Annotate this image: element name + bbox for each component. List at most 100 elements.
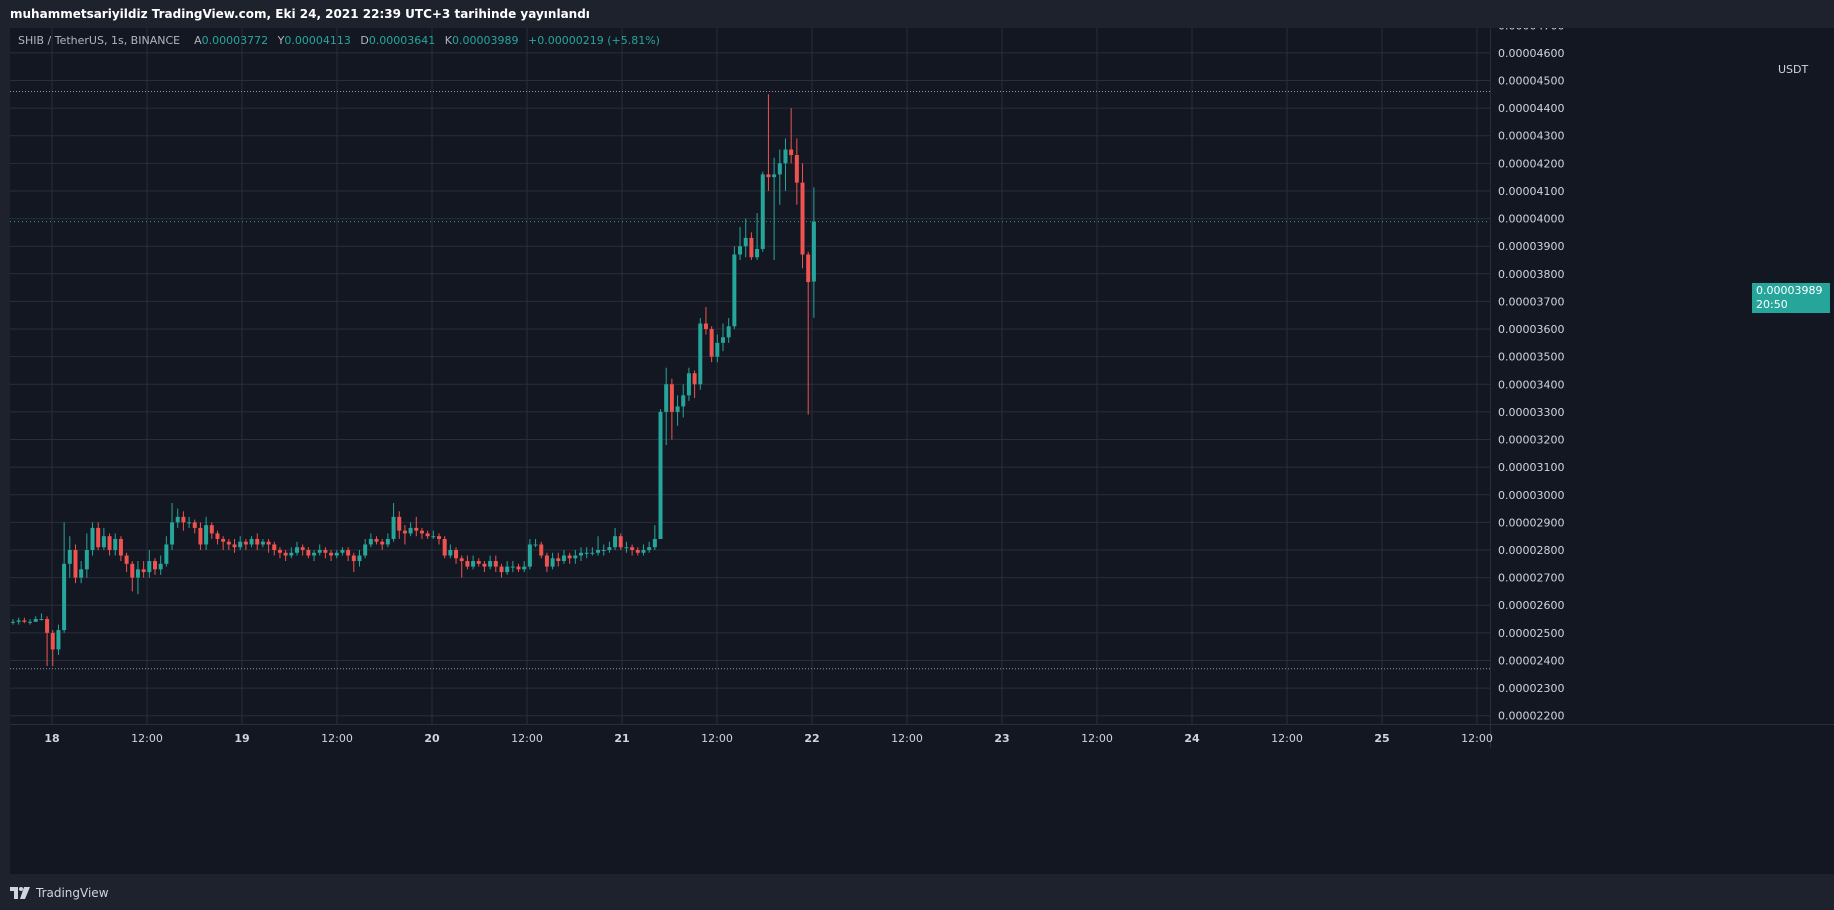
candle [437,533,441,545]
chart-area[interactable]: 0.00002200 0.00002300 0.00002400 0.00002500… [10,28,1834,874]
candle [607,541,612,553]
candle-body [45,619,50,633]
candle [596,536,601,556]
candle-body [408,527,413,534]
candle [79,561,84,584]
candle [669,378,674,440]
open-label: A [194,34,202,47]
candle [380,538,385,550]
candle-body [664,384,669,412]
last-price-value: 0.00003989 [1756,284,1823,297]
price-tick-label: 0.00002700 [1498,572,1564,585]
candle-body [442,538,447,556]
candle-body [698,323,703,385]
candle-body [681,395,686,407]
candle [255,533,260,550]
candle [277,547,282,559]
candle-body [204,525,209,545]
candle [783,138,788,191]
candle-body [794,155,799,183]
close-value: 0.00003989 [452,34,519,47]
candle-body [306,550,311,556]
candle-body [652,538,657,548]
tradingview-logo[interactable]: TradingView [10,884,109,902]
candle [141,561,146,578]
candle [442,536,447,559]
price-tick-label: 0.00002400 [1498,654,1564,667]
candle-body [692,373,697,385]
candle [306,547,311,559]
price-tick-label: 0.00002200 [1498,710,1564,723]
candle-body [187,522,192,524]
time-tick-label: 23 [994,732,1009,745]
candle-body [323,550,328,553]
candle [641,544,646,556]
candle-body [425,533,430,537]
price-tick-label: 0.00003500 [1498,351,1564,364]
candle-body [556,558,561,562]
candle [459,555,464,578]
candle-body [550,558,555,567]
open-value: 0.00003772 [201,34,269,47]
candle [652,525,657,550]
candle-body [613,536,618,548]
candle [56,624,61,655]
countdown-value: 20:50 [1756,298,1788,311]
candle-body [346,550,351,556]
time-tick-label: 19 [234,732,249,745]
candle [385,533,390,548]
price-tick-label: 0.00002300 [1498,682,1564,695]
candle [635,547,640,556]
candle [90,522,95,556]
candle-body [448,550,453,556]
candle-body [135,569,140,578]
candle-body [437,536,441,539]
price-tick-label: 0.00004500 [1498,74,1564,87]
candle [709,326,714,363]
candle-body [289,552,294,556]
candle-body [596,550,601,553]
time-tick-label: 18 [44,732,59,745]
candle [363,538,368,559]
candle [698,318,703,390]
candle [113,533,118,556]
candle-body [527,544,532,567]
candle [96,522,101,550]
candle [323,547,328,559]
candle [164,536,169,567]
candle [738,226,743,260]
candle-body [141,569,146,573]
candle-body [789,149,794,156]
candle [243,538,248,550]
time-axis[interactable]: 18 12:00 19 12:00 20 12:00 21 12:00 22 12:00 23 12:… [10,724,1834,746]
candle [181,511,186,531]
candle-body [510,566,515,568]
candle [471,555,476,570]
candle-body [56,630,61,650]
candle [675,395,680,426]
candle [544,552,549,573]
price-tick-label: 0.00003200 [1498,434,1564,447]
candle [107,533,112,556]
candle-body [675,406,680,412]
candle-body [266,541,271,545]
candle [789,108,794,164]
candlestick-chart[interactable]: 0.00002200 0.00002300 0.00002400 0.00002500… [10,28,1834,874]
candle [601,544,606,556]
candle-body [755,248,760,258]
candle-body [584,552,589,554]
time-tick-label: 12:00 [321,732,353,745]
candle [715,334,720,363]
time-tick-label: 12:00 [1461,732,1493,745]
candle [312,550,317,562]
candle [806,251,811,415]
candle-body [658,411,663,539]
price-axis[interactable]: 0.00002200 0.00002300 0.00002400 0.00002500… [1490,28,1834,874]
price-tick-label: 0.00003600 [1498,323,1564,336]
candle-body [522,566,527,570]
price-tick-label: 0.00003900 [1498,240,1564,253]
symbol-label[interactable]: SHIB / TetherUS, 1s, BINANCE [18,34,181,47]
candle-body [533,544,538,546]
candle-body [471,561,476,567]
candle-body [749,237,754,258]
